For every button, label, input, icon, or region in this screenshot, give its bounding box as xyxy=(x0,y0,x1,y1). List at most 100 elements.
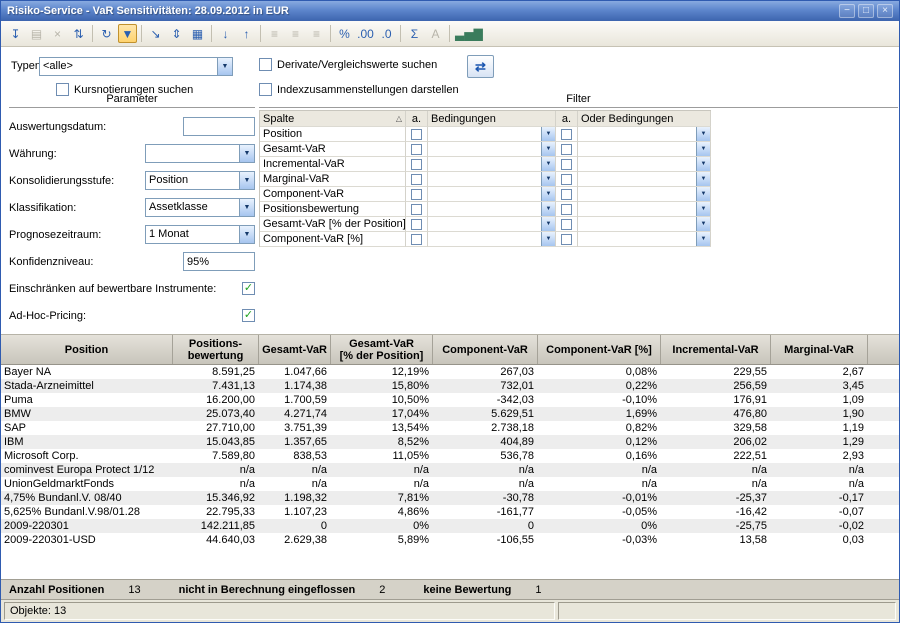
table-row[interactable]: 2009-220301142.211,8500%00%-25,75-0,02 xyxy=(1,519,899,533)
and-checkbox[interactable] xyxy=(411,144,422,155)
table-row[interactable]: 2009-220301-USD44.640,032.629,385,89%-10… xyxy=(1,533,899,547)
oder-bedingungen-select[interactable]: ▼ xyxy=(578,172,710,186)
column-header[interactable]: Component-VaR [%] xyxy=(538,335,661,364)
chevron-down-icon[interactable]: ▼ xyxy=(239,145,254,162)
filter-column-header[interactable]: Oder Bedingungen xyxy=(578,111,711,127)
chevron-down-icon[interactable]: ▼ xyxy=(541,127,555,141)
oder-bedingungen-select[interactable]: ▼ xyxy=(578,127,710,141)
print-icon[interactable]: ▤ xyxy=(27,24,46,43)
table-row[interactable]: Stada-Arzneimittel7.431,131.174,3815,80%… xyxy=(1,379,899,393)
bedingungen-select[interactable]: ▼ xyxy=(428,202,555,216)
delete-icon[interactable]: × xyxy=(48,24,67,43)
or-and-checkbox[interactable] xyxy=(561,159,572,170)
chevron-down-icon[interactable]: ▼ xyxy=(541,187,555,201)
filter-column-header[interactable]: a. xyxy=(406,111,428,127)
table-row[interactable]: Bayer NA8.591,251.047,6612,19%267,030,08… xyxy=(1,365,899,379)
bedingungen-select[interactable]: ▼ xyxy=(428,217,555,231)
decimal-increase-icon[interactable]: .00 xyxy=(356,24,375,43)
column-header[interactable]: Incremental-VaR xyxy=(661,335,771,364)
chart-icon[interactable]: ▃▅▇ xyxy=(454,24,484,43)
column-header[interactable]: Positions- bewertung xyxy=(173,335,259,364)
align-left-icon[interactable]: ≡ xyxy=(265,24,284,43)
bedingungen-select[interactable]: ▼ xyxy=(428,157,555,171)
konfidenzniveau-input[interactable] xyxy=(183,252,255,271)
bedingungen-select[interactable]: ▼ xyxy=(428,172,555,186)
chevron-down-icon[interactable]: ▼ xyxy=(696,142,710,156)
filter-icon[interactable]: ▼ xyxy=(118,24,137,43)
chevron-down-icon[interactable]: ▼ xyxy=(541,157,555,171)
close-icon[interactable]: × xyxy=(877,4,893,18)
filter-column-header[interactable]: Bedingungen xyxy=(428,111,556,127)
oder-bedingungen-select[interactable]: ▼ xyxy=(578,232,710,246)
minimize-icon[interactable]: − xyxy=(839,4,855,18)
and-checkbox[interactable] xyxy=(411,129,422,140)
chevron-down-icon[interactable]: ▼ xyxy=(239,199,254,216)
sort-descending-icon[interactable]: ↑ xyxy=(237,24,256,43)
refresh-icon[interactable]: ↻ xyxy=(97,24,116,43)
oder-bedingungen-select[interactable]: ▼ xyxy=(578,187,710,201)
column-header[interactable]: Component-VaR xyxy=(433,335,538,364)
or-and-checkbox[interactable] xyxy=(561,204,572,215)
column-header[interactable]: Position xyxy=(1,335,173,364)
and-checkbox[interactable] xyxy=(411,189,422,200)
table-row[interactable]: IBM15.043,851.357,658,52%404,890,12%206,… xyxy=(1,435,899,449)
prognosezeitraum-select[interactable]: 1 Monat▼ xyxy=(145,225,255,244)
chevron-down-icon[interactable]: ▼ xyxy=(696,172,710,186)
or-and-checkbox[interactable] xyxy=(561,234,572,245)
decimal-decrease-icon[interactable]: .0 xyxy=(377,24,396,43)
table-row[interactable]: BMW25.073,404.271,7417,04%5.629,511,69%4… xyxy=(1,407,899,421)
refresh-button[interactable]: ⇄ xyxy=(467,55,494,78)
expand-rows-icon[interactable]: ⇕ xyxy=(167,24,186,43)
typen-select[interactable]: <alle> ▼ xyxy=(39,57,233,76)
chevron-down-icon[interactable]: ▼ xyxy=(696,127,710,141)
konsolidierungsstufe-select[interactable]: Position▼ xyxy=(145,171,255,190)
bedingungen-select[interactable]: ▼ xyxy=(428,232,555,246)
table-row[interactable]: UnionGeldmarktFondsn/an/an/an/an/an/an/a xyxy=(1,477,899,491)
and-checkbox[interactable] xyxy=(411,174,422,185)
chevron-down-icon[interactable]: ▼ xyxy=(696,157,710,171)
chevron-down-icon[interactable]: ▼ xyxy=(541,172,555,186)
drilldown-icon[interactable]: ↘ xyxy=(146,24,165,43)
sort-ascending-icon[interactable]: ↓ xyxy=(216,24,235,43)
group-columns-icon[interactable]: ▦ xyxy=(188,24,207,43)
oder-bedingungen-select[interactable]: ▼ xyxy=(578,202,710,216)
align-center-icon[interactable]: ≡ xyxy=(286,24,305,43)
bedingungen-select[interactable]: ▼ xyxy=(428,142,555,156)
or-and-checkbox[interactable] xyxy=(561,174,572,185)
chevron-down-icon[interactable]: ▼ xyxy=(541,217,555,231)
bedingungen-select[interactable]: ▼ xyxy=(428,127,555,141)
table-row[interactable]: SAP27.710,003.751,3913,54%2.738,180,82%3… xyxy=(1,421,899,435)
oder-bedingungen-select[interactable]: ▼ xyxy=(578,217,710,231)
column-header[interactable]: Marginal-VaR xyxy=(771,335,868,364)
table-row[interactable]: cominvest Europa Protect 1/12n/an/an/an/… xyxy=(1,463,899,477)
font-icon[interactable]: A xyxy=(426,24,445,43)
bewertbare-instrumente-checkbox[interactable]: ✓ xyxy=(242,282,255,295)
derivate-checkbox[interactable] xyxy=(259,58,272,71)
filter-column-header[interactable]: Spalte△ xyxy=(260,111,406,127)
chevron-down-icon[interactable]: ▼ xyxy=(696,232,710,246)
chevron-down-icon[interactable]: ▼ xyxy=(239,172,254,189)
table-row[interactable]: 4,75% Bundanl.V. 08/4015.346,921.198,327… xyxy=(1,491,899,505)
adhoc-pricing-checkbox[interactable]: ✓ xyxy=(242,309,255,322)
chevron-down-icon[interactable]: ▼ xyxy=(696,217,710,231)
chevron-down-icon[interactable]: ▼ xyxy=(217,58,232,75)
or-and-checkbox[interactable] xyxy=(561,189,572,200)
filter-column-header[interactable]: a. xyxy=(556,111,578,127)
table-row[interactable]: Puma16.200,001.700,5910,50%-342,03-0,10%… xyxy=(1,393,899,407)
klassifikation-select[interactable]: Assetklasse▼ xyxy=(145,198,255,217)
and-checkbox[interactable] xyxy=(411,219,422,230)
bedingungen-select[interactable]: ▼ xyxy=(428,187,555,201)
or-and-checkbox[interactable] xyxy=(561,129,572,140)
oder-bedingungen-select[interactable]: ▼ xyxy=(578,142,710,156)
and-checkbox[interactable] xyxy=(411,204,422,215)
sum-icon[interactable]: Σ xyxy=(405,24,424,43)
percent-format-icon[interactable]: % xyxy=(335,24,354,43)
export-icon[interactable]: ↧ xyxy=(6,24,25,43)
fit-columns-icon[interactable]: ⇅ xyxy=(69,24,88,43)
and-checkbox[interactable] xyxy=(411,159,422,170)
column-header[interactable]: Gesamt-VaR [% der Position] xyxy=(331,335,433,364)
and-checkbox[interactable] xyxy=(411,234,422,245)
or-and-checkbox[interactable] xyxy=(561,144,572,155)
chevron-down-icon[interactable]: ▼ xyxy=(696,202,710,216)
chevron-down-icon[interactable]: ▼ xyxy=(541,142,555,156)
